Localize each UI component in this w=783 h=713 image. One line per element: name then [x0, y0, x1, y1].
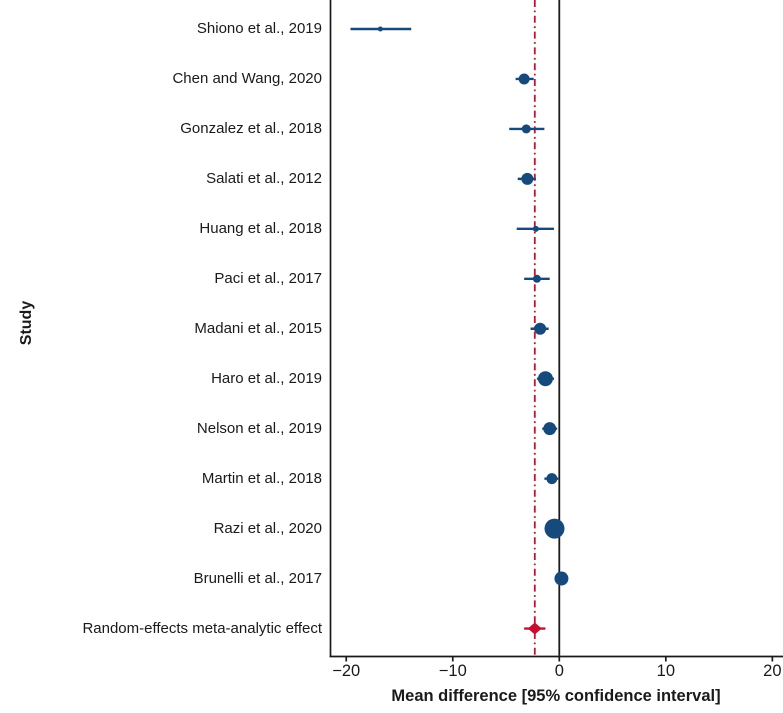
- study-label: Paci et al., 2017: [214, 269, 322, 287]
- study-label: Haro et al., 2019: [211, 369, 322, 387]
- study-label: Martin et al., 2018: [201, 469, 322, 487]
- summary-diamond-marker: [527, 622, 542, 635]
- study-label: Nelson et al., 2019: [196, 419, 322, 437]
- study-point-marker: [537, 371, 553, 387]
- study-label: Razi et al., 2020: [213, 519, 322, 537]
- x-tick-label: 10: [656, 662, 676, 680]
- x-tick-label: −20: [332, 662, 361, 680]
- x-tick-label: 20: [763, 662, 782, 680]
- study-label: Random-effects meta-analytic effect: [82, 619, 322, 637]
- study-label: Salati et al., 2012: [206, 169, 322, 187]
- study-point-marker: [543, 422, 557, 436]
- study-label: Madani et al., 2015: [194, 319, 322, 337]
- study-point-marker: [546, 473, 558, 485]
- x-tick-label: 0: [554, 662, 564, 680]
- study-point-marker: [544, 518, 565, 539]
- study-point-marker: [554, 571, 569, 586]
- study-label: Chen and Wang, 2020: [172, 69, 322, 87]
- study-point-marker: [521, 172, 534, 185]
- study-label: Brunelli et al., 2017: [193, 569, 322, 587]
- study-point-marker: [521, 124, 531, 134]
- x-tick-label: −10: [438, 662, 467, 680]
- x-axis-title: Mean difference [95% confidence interval…: [391, 687, 721, 705]
- study-point-marker: [534, 322, 547, 335]
- study-point-marker: [377, 26, 383, 32]
- study-point-marker: [532, 274, 541, 283]
- study-label: Gonzalez et al., 2018: [180, 119, 322, 137]
- study-point-marker: [532, 225, 539, 232]
- study-point-marker: [518, 73, 530, 85]
- study-label: Shiono et al., 2019: [196, 20, 322, 37]
- study-label: Huang et al., 2018: [199, 219, 322, 237]
